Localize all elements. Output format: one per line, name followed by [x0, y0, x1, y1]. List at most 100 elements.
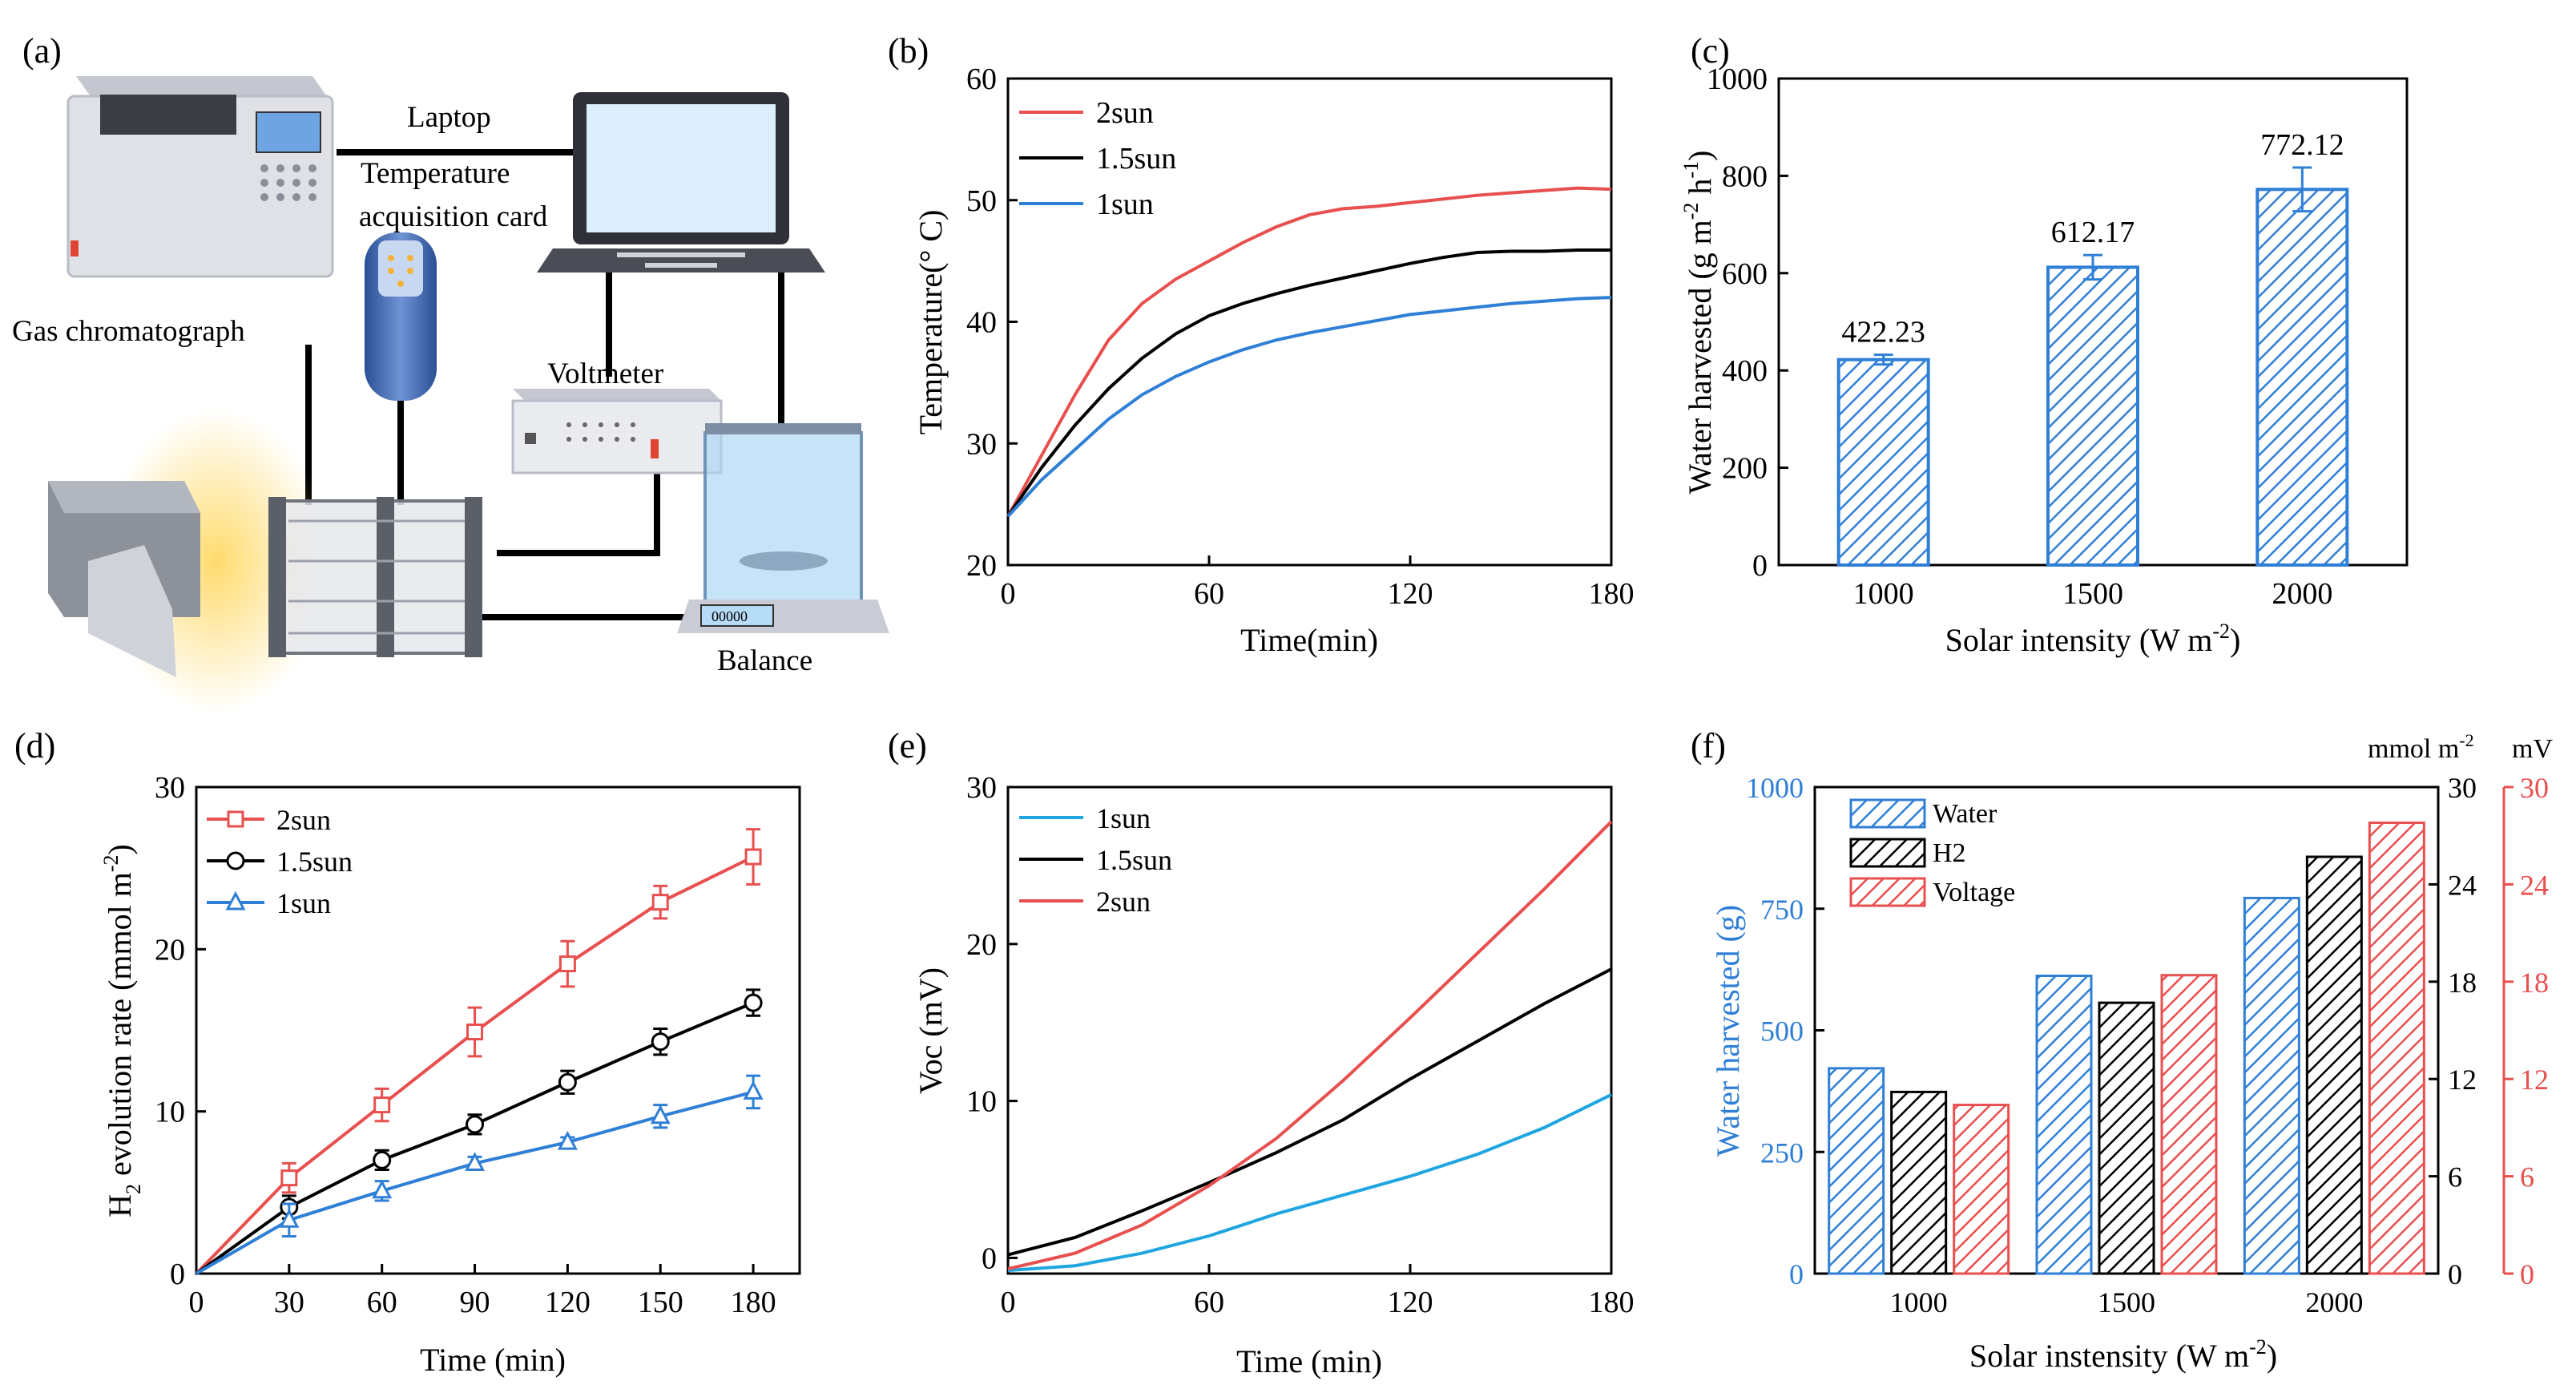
- chart-f-y3tick-label-1: 6: [2520, 1161, 2534, 1193]
- chart-b-line-1.5sun: [1006, 248, 1611, 518]
- chart-d-point-1.5sun-2: [373, 1150, 392, 1169]
- chart-c-bar-2000: [2256, 188, 2349, 567]
- chart-b-legend-label-0: 2sun: [1096, 96, 1154, 130]
- chart-d-ticks: 0 30 60 90 120 150 180 0 10 20 30: [155, 771, 776, 1319]
- chart-f-bar-Voltage-1500: [2160, 974, 2218, 1275]
- chart-e-xtick-label-2: 120: [1388, 1286, 1433, 1319]
- chart-b-xtick-label-1: 60: [1194, 577, 1224, 611]
- chart-f-legend-label-0: Water: [1933, 799, 1998, 829]
- chart-c-ylabel: Water harvested (g m-2 h-1): [1679, 151, 1718, 495]
- chart-e-line-2sun: [1007, 820, 1613, 1271]
- chart-f-y2tick-label-5: 30: [2448, 772, 2477, 804]
- chart-d-point-2sun-1: [280, 1169, 298, 1187]
- chart-d-series: [195, 828, 764, 1275]
- panel-d-label: (d): [14, 726, 55, 765]
- chart-d-xtick-label-5: 150: [638, 1286, 683, 1319]
- chart-d-point-1sun-2: [372, 1179, 393, 1199]
- chart-d-point-1.5sun-5: [651, 1032, 670, 1052]
- chart-d-point-2sun-2: [373, 1096, 391, 1114]
- panel-e: (e) 0 60 120 180 0 10 20 30 1sun 1.5sun 2sun Time…: [888, 726, 1635, 1379]
- chart-f-y3tick-label-4: 24: [2520, 869, 2549, 901]
- chart-d-xlabel: Time (min): [420, 1342, 566, 1378]
- temp-card-label-1: Temperature: [361, 157, 510, 190]
- chart-f-y2-label: mmol m-2: [2368, 730, 2474, 764]
- chart-b-line-2sun: [1006, 186, 1612, 518]
- chart-b-ticks: 0 60 120 180 20 30 40 50 60: [966, 63, 1635, 611]
- temperature-card-icon: [365, 232, 437, 401]
- chart-d-ytick-label-0: 0: [170, 1258, 185, 1291]
- chart-d-point-1sun-1: [279, 1209, 300, 1228]
- chart-c-xtick-label-0: 1000: [1853, 577, 1914, 611]
- chart-e-legend-label-0: 1sun: [1096, 802, 1151, 834]
- chart-b-ytick-label-2: 40: [966, 306, 997, 340]
- connection-wires: [305, 149, 784, 620]
- chart-e-legend: 1sun 1.5sun 2sun: [1019, 802, 1172, 918]
- chart-b-ytick-label-4: 60: [966, 63, 997, 96]
- laptop-icon: [537, 92, 825, 273]
- chart-d-legend-label-1: 1.5sun: [276, 846, 353, 878]
- chart-e-line-1.5sun: [1007, 967, 1612, 1257]
- chart-f-bar-Voltage-2000: [2368, 822, 2425, 1275]
- panel-a-label: (a): [22, 31, 62, 71]
- chart-f-y2tick-label-2: 12: [2448, 1064, 2477, 1096]
- chart-d-legend-marker-0: [227, 810, 244, 828]
- reactor-cell-icon: [268, 497, 482, 657]
- chart-b-legend-label-2: 1sun: [1096, 188, 1154, 221]
- chart-d-point-1sun-4: [557, 1130, 578, 1150]
- chart-d-point-1.5sun-4: [558, 1072, 577, 1092]
- chart-c-ytick-label-2: 400: [1722, 354, 1768, 388]
- panel-f: (f) 0 250 500 750 1000 0 6 12 18 24 30 0 6 12 18 24 30 10…: [1691, 726, 2553, 1374]
- chart-d-legend-marker-1: [226, 851, 245, 870]
- chart-f-bars: [1828, 822, 2425, 1275]
- chart-d-xtick-label-3: 90: [460, 1286, 490, 1319]
- chart-f-legend-swatch-0: [1849, 798, 1926, 829]
- chart-b-xtick-label-2: 120: [1388, 577, 1433, 611]
- chart-d-point-1.5sun-6: [744, 993, 763, 1012]
- chart-e-legend-label-1: 1.5sun: [1096, 844, 1172, 876]
- chart-f-bar-Water-2000: [2243, 896, 2300, 1275]
- voltmeter-icon: [511, 389, 723, 474]
- chart-b-ytick-label-3: 50: [966, 184, 997, 218]
- chart-d-point-1.5sun-3: [466, 1115, 485, 1134]
- laptop-label: Laptop: [407, 101, 491, 134]
- panel-b-label: (b): [888, 31, 929, 71]
- chart-b-xtick-label-3: 180: [1589, 577, 1635, 611]
- chart-f-bar-Voltage-1000: [1953, 1104, 2010, 1275]
- panel-b: (b) 0 60 120 180 20 30 40 50 60 2sun 1.5sun 1sun T…: [888, 31, 1635, 658]
- chart-c-value-label-1000: 422.23: [1841, 316, 1925, 349]
- chart-c-bars: 422.23 612.17 772.12: [1836, 128, 2349, 567]
- chart-c-bar-1000: [1836, 357, 1930, 567]
- chart-e-xtick-label-1: 60: [1194, 1286, 1224, 1319]
- chart-f-y2tick-label-4: 24: [2448, 869, 2477, 901]
- chart-f-bar-Water-1000: [1828, 1067, 1885, 1275]
- chart-f-xtick-label-1: 1500: [2098, 1286, 2155, 1318]
- chart-d-legend-label-2: 1sun: [276, 887, 331, 919]
- chart-d-point-1sun-5: [650, 1104, 671, 1125]
- balance-text: Balance: [717, 644, 812, 677]
- chart-f-xtick-label-2: 2000: [2305, 1286, 2363, 1318]
- chart-b-ytick-label-0: 20: [966, 549, 997, 583]
- chart-b-legend-label-1: 1.5sun: [1096, 142, 1176, 176]
- chart-b-series: [1006, 186, 1612, 518]
- chart-f-legend-swatch-2: [1849, 877, 1926, 907]
- chart-e-ytick-label-3: 30: [966, 771, 997, 805]
- chart-f-y3tick-label-5: 30: [2520, 772, 2549, 804]
- chart-c-ytick-label-5: 1000: [1707, 63, 1768, 96]
- chart-c-xtick-label-1: 1500: [2062, 577, 2123, 611]
- panel-e-label: (e): [888, 726, 927, 765]
- chart-d-xtick-label-2: 60: [367, 1286, 397, 1319]
- gas-chromatograph-icon: [67, 76, 334, 278]
- chart-c-value-label-2000: 772.12: [2260, 128, 2344, 162]
- chart-c-ytick-label-3: 600: [1722, 257, 1768, 291]
- chart-c-value-label-1500: 612.17: [2051, 216, 2135, 249]
- chart-e-ytick-label-0: 0: [982, 1242, 997, 1275]
- chart-f-bar-H2-1000: [1890, 1090, 1948, 1275]
- chart-d-legend: 2sun 1.5sun 1sun: [207, 804, 353, 919]
- gas-chromatograph-label: Gas chromatograph: [12, 315, 245, 348]
- chart-f-ylabel: Water harvested (g): [1710, 905, 1746, 1157]
- chart-f-ticks: 0 250 500 750 1000 0 6 12 18 24 30 0 6 12 18 24 30 1000 15…: [1746, 772, 2549, 1318]
- chart-d-point-2sun-6: [744, 848, 762, 866]
- balance-display: 00000: [712, 608, 748, 624]
- chart-f-xtick-label-0: 1000: [1890, 1286, 1948, 1318]
